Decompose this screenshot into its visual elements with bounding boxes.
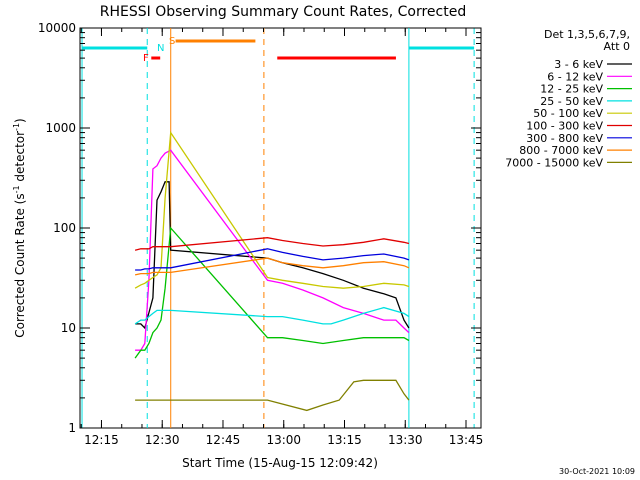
flag-bars bbox=[82, 39, 475, 60]
legend-label-5: 100 - 300 keV bbox=[526, 120, 603, 133]
legend-label-1: 6 - 12 keV bbox=[547, 70, 603, 83]
legend-label-3: 25 - 50 keV bbox=[540, 95, 603, 108]
y-tick-label-2: 100 bbox=[53, 221, 76, 235]
legend-header-1: Det 1,3,5,6,7,9, bbox=[544, 28, 630, 41]
series-lines bbox=[134, 130, 410, 412]
chart-title: RHESSI Observing Summary Count Rates, Co… bbox=[100, 4, 466, 20]
series-line-5 bbox=[134, 237, 410, 251]
y-axis-label-mid: detector bbox=[13, 131, 27, 186]
x-tick-label-2: 12:45 bbox=[206, 433, 241, 447]
x-tick-label-1: 12:30 bbox=[145, 433, 180, 447]
saa-flag-label: S bbox=[169, 36, 175, 47]
series-line-6 bbox=[135, 248, 410, 271]
y-axis-ticks: 1 10 100 1000 10000 bbox=[38, 21, 481, 435]
y-axis-label-sup1: -1 bbox=[12, 185, 21, 193]
series-line-8 bbox=[135, 379, 410, 412]
legend-label-4: 50 - 100 keV bbox=[533, 107, 603, 120]
legend-label-8: 7000 - 15000 keV bbox=[505, 156, 603, 169]
plot-frame bbox=[79, 27, 482, 429]
y-tick-label-1: 10 bbox=[61, 321, 76, 335]
flare-flag-label: F bbox=[143, 53, 149, 64]
x-tick-label-0: 12:15 bbox=[84, 433, 119, 447]
y-axis-label: Corrected Count Rate (s-1 detector-1) bbox=[12, 118, 27, 337]
y-axis-label-end: ) bbox=[13, 118, 27, 123]
series-line-7 bbox=[134, 257, 410, 276]
legend-label-6: 300 - 800 keV bbox=[526, 132, 603, 145]
x-tick-label-5: 13:30 bbox=[388, 433, 423, 447]
legend-label-7: 800 - 7000 keV bbox=[519, 144, 603, 157]
y-axis-label-sup2: -1 bbox=[12, 123, 21, 131]
x-axis-ticks: 12:15 12:30 12:45 13:00 13:15 13:30 13:45 bbox=[80, 28, 484, 447]
y-axis-label-main: Corrected Count Rate (s bbox=[13, 193, 27, 337]
series-line-2 bbox=[134, 226, 410, 359]
y-tick-label-0: 1 bbox=[68, 421, 76, 435]
x-tick-label-4: 13:15 bbox=[327, 433, 362, 447]
x-tick-label-6: 13:45 bbox=[449, 433, 484, 447]
x-axis-label: Start Time (15-Aug-15 12:09:42) bbox=[182, 456, 378, 470]
footer-date: 30-Oct-2021 10:09 bbox=[559, 467, 635, 476]
flag-vertical-lines bbox=[81, 28, 475, 428]
y-tick-label-3: 1000 bbox=[45, 121, 76, 135]
series-line-3 bbox=[134, 306, 410, 325]
x-tick-label-3: 13:00 bbox=[266, 433, 301, 447]
series-line-4 bbox=[134, 130, 410, 289]
legend-label-2: 12 - 25 keV bbox=[540, 83, 603, 96]
night-flag-label: N bbox=[157, 43, 164, 54]
legend-header-2: Att 0 bbox=[604, 40, 630, 53]
y-tick-label-4: 10000 bbox=[38, 21, 76, 35]
legend-label-0: 3 - 6 keV bbox=[554, 58, 603, 71]
